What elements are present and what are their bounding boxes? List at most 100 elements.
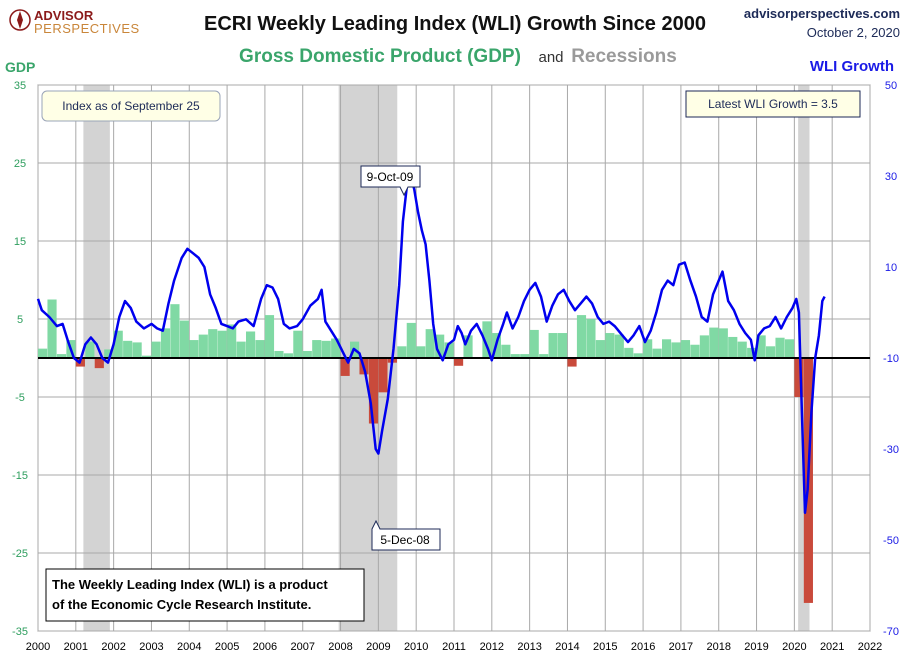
gdp-bar [690,344,700,358]
x-tick-label: 2010 [404,641,428,653]
gdp-bar [38,348,48,358]
gdp-bar [643,339,653,358]
x-tick-label: 2011 [442,641,466,653]
subtitle-gdp: Gross Domestic Product (GDP) [239,46,521,67]
left-tick-label: 15 [14,236,26,248]
gdp-bar [274,350,284,358]
gdp-bar [728,336,738,358]
gdp-bar [454,358,464,366]
x-tick-label: 2003 [139,641,163,653]
gdp-bar [766,346,776,358]
gdp-bar [217,330,227,358]
left-tick-label: -35 [12,626,28,638]
gdp-bar [85,341,95,358]
gdp-bar [718,328,728,358]
gdp-bar [255,340,265,358]
x-tick-label: 2013 [517,641,541,653]
gdp-bar [236,341,246,358]
peak-callout: 9-Oct-09 [360,165,421,197]
gdp-bar [132,342,142,358]
gdp-bar [529,329,539,358]
gdp-bar [123,340,133,358]
x-tick-label: 2014 [555,641,579,653]
subtitle-and: and [538,49,563,66]
left-axis-ticks: 35 25 15 5 -5 -15 -25 -35 [12,80,28,638]
gdp-bar [567,358,577,367]
gdp-bar [416,346,426,358]
trough-callout: 5-Dec-08 [371,519,441,551]
gdp-bar [208,329,218,358]
gdp-bar [709,327,719,358]
right-tick-label: 10 [885,262,897,274]
gdp-bar [113,330,123,358]
gdp-bar [179,320,189,358]
gdp-bar [47,299,57,358]
gdp-bar [198,334,208,358]
gdp-bar [142,355,152,358]
peak-label: 9-Oct-09 [367,170,414,184]
gdp-bar [747,347,757,358]
gdp-bar [624,347,634,358]
gdp-bar [283,353,293,358]
gdp-bar [444,342,454,358]
gdp-bar [368,358,379,424]
chart-title: ECRI Weekly Leading Index (WLI) Growth S… [204,13,706,35]
gdp-bar [321,340,331,358]
x-tick-label: 2012 [480,641,504,653]
gdp-bar [576,315,587,358]
right-tick-label: -70 [883,626,899,638]
left-tick-label: -25 [12,548,28,560]
x-tick-label: 2001 [64,641,88,653]
right-axis-label: WLI Growth [810,58,894,75]
gdp-bar [614,334,624,358]
gdp-bar [227,324,237,358]
x-tick-label: 2006 [253,641,277,653]
x-tick-label: 2022 [858,641,882,653]
logo: ADVISOR PERSPECTIVES [9,8,140,36]
gdp-bar [331,338,341,358]
gdp-bar [501,344,511,358]
gdp-bar [435,334,445,358]
gdp-bar [170,304,180,358]
source-site: advisorperspectives.com [744,6,900,21]
gdp-bar [586,319,596,358]
credit-note: The Weekly Leading Index (WLI) is a prod… [45,568,365,622]
x-tick-label: 2016 [631,641,655,653]
left-axis-label: GDP [5,59,35,75]
gdp-bar [302,350,312,358]
publish-date: October 2, 2020 [807,25,900,40]
gdp-bar [775,337,785,358]
right-axis-ticks: 50 30 10 -10 -30 -50 -70 [883,80,899,638]
x-tick-label: 2021 [820,641,844,653]
logo-line2: PERSPECTIVES [34,21,140,36]
gdp-bar [548,333,558,358]
x-tick-label: 2019 [744,641,768,653]
right-tick-label: -50 [883,535,899,547]
x-tick-label: 2008 [328,641,352,653]
compass-needle-icon [17,11,23,29]
x-tick-label: 2020 [782,641,806,653]
trough-label: 5-Dec-08 [380,533,430,547]
gdp-bar [558,333,568,358]
gdp-bar [378,358,388,393]
gdp-bar [605,333,615,358]
right-tick-label: 50 [885,80,897,92]
logo-line1: ADVISOR [34,8,94,23]
gdp-bar [662,339,672,358]
x-tick-label: 2002 [101,641,125,653]
x-tick-label: 2015 [593,641,617,653]
gdp-bar [160,328,171,358]
right-tick-label: -10 [883,353,899,365]
gdp-bar [293,330,303,358]
gdp-bar [397,346,407,358]
gdp-bar [425,329,435,358]
index-note-box: Index as of September 25 [41,90,221,122]
gdp-bar [539,354,549,358]
wli-series [36,172,826,514]
gdp-bar [189,340,199,358]
credit-line2: of the Economic Cycle Research Institute… [52,597,311,612]
x-tick-label: 2000 [26,641,50,653]
gdp-bar [463,335,473,358]
gdp-bar [595,340,605,358]
